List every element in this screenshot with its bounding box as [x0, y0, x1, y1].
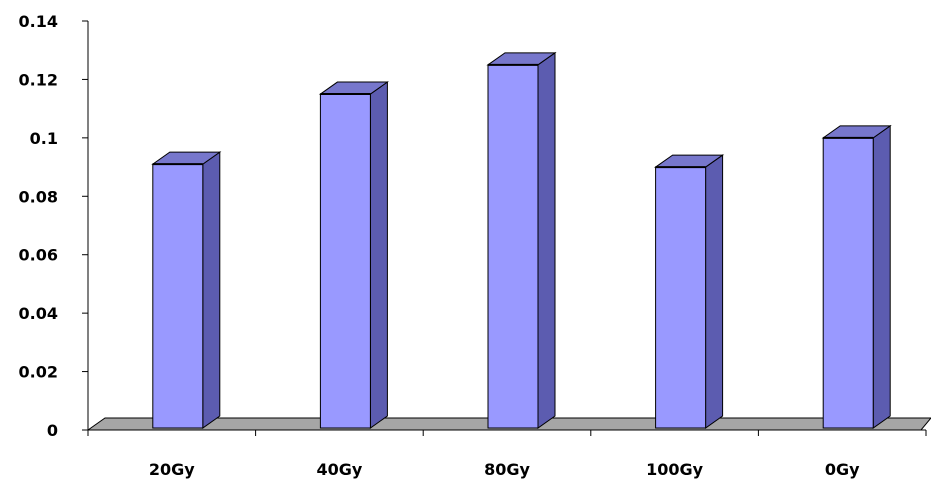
x-category-label: 0Gy: [825, 460, 860, 479]
y-tick-label: 0.08: [19, 187, 58, 206]
x-category-label: 100Gy: [646, 460, 704, 479]
y-tick-label: 0.12: [19, 70, 58, 89]
bar-80gy: [487, 64, 539, 429]
bar-side: [202, 151, 221, 429]
y-tick-label: 0.14: [19, 12, 58, 31]
x-category-label: 40Gy: [316, 460, 362, 479]
bar-20gy: [152, 163, 204, 429]
bar-side: [369, 81, 388, 429]
y-tick-label: 0: [47, 421, 58, 440]
bar-side: [537, 51, 556, 429]
bar-side: [872, 124, 891, 429]
y-tick-label: 0.1: [30, 129, 58, 148]
bar-side: [705, 154, 724, 429]
x-category-label: 80Gy: [484, 460, 530, 479]
bar-100gy: [655, 166, 707, 429]
x-category-label: 20Gy: [149, 460, 195, 479]
y-tick-label: 0.02: [19, 363, 58, 382]
bar-40gy: [319, 93, 371, 429]
y-tick-label: 0.04: [19, 304, 58, 323]
y-tick-label: 0.06: [19, 246, 58, 265]
bar-0gy: [822, 137, 874, 429]
